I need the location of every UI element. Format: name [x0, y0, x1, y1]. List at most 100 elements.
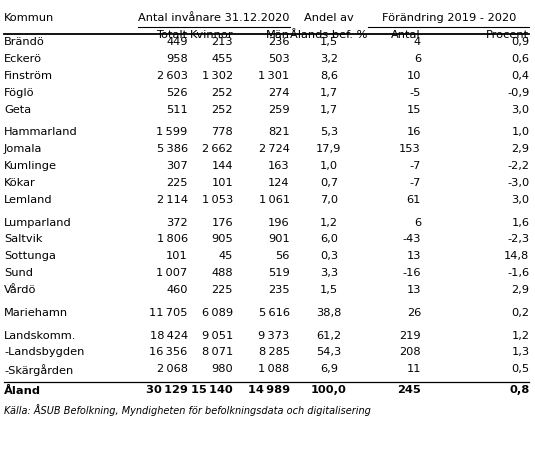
Text: 2 068: 2 068	[157, 364, 188, 374]
Text: Kökar: Kökar	[4, 178, 36, 188]
Text: 3,2: 3,2	[320, 54, 338, 64]
Text: 980: 980	[211, 364, 233, 374]
Text: 219: 219	[399, 331, 421, 341]
Text: 1 301: 1 301	[258, 71, 290, 81]
Text: Antal: Antal	[391, 30, 421, 39]
Text: 176: 176	[211, 218, 233, 228]
Text: -2,3: -2,3	[507, 234, 530, 245]
Text: 3,0: 3,0	[511, 195, 530, 205]
Text: 1,5: 1,5	[320, 38, 338, 47]
Text: Mariehamn: Mariehamn	[4, 308, 68, 318]
Text: -7: -7	[410, 161, 421, 171]
Text: 16: 16	[407, 127, 421, 137]
Text: 449: 449	[166, 38, 188, 47]
Text: 8 071: 8 071	[202, 347, 233, 357]
Text: 1,5: 1,5	[320, 285, 338, 295]
Text: -43: -43	[402, 234, 421, 245]
Text: 153: 153	[399, 144, 421, 154]
Text: -3,0: -3,0	[507, 178, 530, 188]
Text: Kumlinge: Kumlinge	[4, 161, 57, 171]
Text: -16: -16	[402, 268, 421, 278]
Text: 5 616: 5 616	[259, 308, 290, 318]
Text: 10: 10	[407, 71, 421, 81]
Text: 144: 144	[212, 161, 233, 171]
Text: 11: 11	[407, 364, 421, 374]
Text: 13: 13	[407, 251, 421, 262]
Text: Saltvik: Saltvik	[4, 234, 43, 245]
Text: Andel av: Andel av	[304, 13, 354, 23]
Text: 11 705: 11 705	[149, 308, 188, 318]
Text: 1 053: 1 053	[202, 195, 233, 205]
Text: Vårdö: Vårdö	[4, 285, 36, 295]
Text: 2,9: 2,9	[511, 285, 530, 295]
Text: 196: 196	[268, 218, 290, 228]
Text: 208: 208	[399, 347, 421, 357]
Text: 821: 821	[268, 127, 290, 137]
Text: 18 424: 18 424	[149, 331, 188, 341]
Text: 901: 901	[268, 234, 290, 245]
Text: 9 373: 9 373	[258, 331, 290, 341]
Text: 0,5: 0,5	[511, 364, 530, 374]
Text: Finström: Finström	[4, 71, 53, 81]
Text: 0,3: 0,3	[320, 251, 338, 262]
Text: Antal invånare 31.12.2020: Antal invånare 31.12.2020	[138, 13, 289, 23]
Text: 16 356: 16 356	[149, 347, 188, 357]
Text: 0,9: 0,9	[511, 38, 530, 47]
Text: 455: 455	[211, 54, 233, 64]
Text: 526: 526	[166, 88, 188, 98]
Text: 100,0: 100,0	[311, 386, 347, 395]
Text: 15: 15	[407, 105, 421, 115]
Text: 245: 245	[397, 386, 421, 395]
Text: 225: 225	[166, 178, 188, 188]
Text: 3,3: 3,3	[320, 268, 338, 278]
Text: 6 089: 6 089	[202, 308, 233, 318]
Text: -2,2: -2,2	[507, 161, 530, 171]
Text: 0,2: 0,2	[511, 308, 530, 318]
Text: 488: 488	[211, 268, 233, 278]
Text: 372: 372	[166, 218, 188, 228]
Text: 26: 26	[407, 308, 421, 318]
Text: 6,9: 6,9	[320, 364, 338, 374]
Text: 1,3: 1,3	[511, 347, 530, 357]
Text: Ålands bef. %: Ålands bef. %	[290, 30, 368, 39]
Text: 61: 61	[407, 195, 421, 205]
Text: 101: 101	[211, 178, 233, 188]
Text: 0,7: 0,7	[320, 178, 338, 188]
Text: 2,9: 2,9	[511, 144, 530, 154]
Text: 1 806: 1 806	[157, 234, 188, 245]
Text: -1,6: -1,6	[507, 268, 530, 278]
Text: -0,9: -0,9	[507, 88, 530, 98]
Text: 1,6: 1,6	[511, 218, 530, 228]
Text: 225: 225	[212, 285, 233, 295]
Text: -Landsbygden: -Landsbygden	[4, 347, 85, 357]
Text: 236: 236	[268, 38, 290, 47]
Text: 1 302: 1 302	[202, 71, 233, 81]
Text: 307: 307	[166, 161, 188, 171]
Text: 124: 124	[268, 178, 290, 188]
Text: Jomala: Jomala	[4, 144, 42, 154]
Text: -5: -5	[410, 88, 421, 98]
Text: 45: 45	[219, 251, 233, 262]
Text: 460: 460	[166, 285, 188, 295]
Text: Kommun: Kommun	[4, 13, 54, 23]
Text: 1,2: 1,2	[511, 331, 530, 341]
Text: Lemland: Lemland	[4, 195, 52, 205]
Text: 905: 905	[211, 234, 233, 245]
Text: Förändring 2019 - 2020: Förändring 2019 - 2020	[381, 13, 516, 23]
Text: 4: 4	[414, 38, 421, 47]
Text: 503: 503	[268, 54, 290, 64]
Text: Brändö: Brändö	[4, 38, 45, 47]
Text: 213: 213	[211, 38, 233, 47]
Text: 2 662: 2 662	[202, 144, 233, 154]
Text: 252: 252	[212, 105, 233, 115]
Text: -Skärgården: -Skärgården	[4, 364, 73, 376]
Text: 1,7: 1,7	[320, 88, 338, 98]
Text: 259: 259	[268, 105, 290, 115]
Text: 8,6: 8,6	[320, 71, 338, 81]
Text: 519: 519	[268, 268, 290, 278]
Text: 1,2: 1,2	[320, 218, 338, 228]
Text: Källa: ÅSUB Befolkning, Myndigheten för befolkningsdata och digitalisering: Källa: ÅSUB Befolkning, Myndigheten för …	[4, 404, 371, 416]
Text: 2 114: 2 114	[157, 195, 188, 205]
Text: 1 599: 1 599	[156, 127, 188, 137]
Text: 2 724: 2 724	[259, 144, 290, 154]
